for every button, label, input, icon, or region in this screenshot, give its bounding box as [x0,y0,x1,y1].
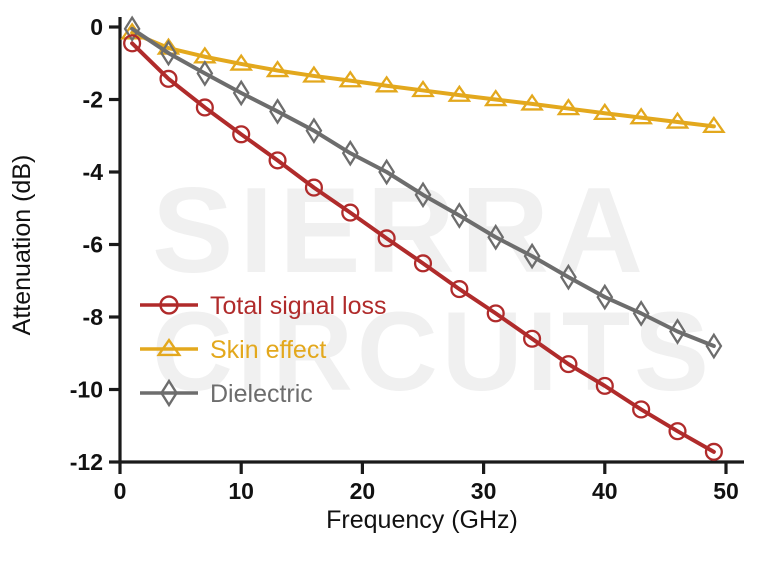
y-axis-tick-label: -6 [83,232,103,258]
series-skin-effect [120,22,726,134]
series-total-signal-loss [123,34,723,461]
data-point-marker [560,263,577,291]
series-line [130,26,716,348]
data-point-marker [374,75,399,93]
data-series-layer [120,15,726,461]
y-axis-tick-label: -10 [70,377,103,403]
data-point-marker [123,15,141,43]
axes: 0 -2 -4 -6 -8 -10 -12 0 10 20 30 40 50 [70,14,744,504]
data-point-marker [341,139,359,167]
data-point-marker [377,229,396,248]
y-axis-tick-label: -4 [83,159,104,185]
data-point-marker [668,422,687,441]
data-point-marker [450,280,469,299]
data-point-marker [632,300,650,327]
data-point-marker [232,125,251,144]
data-point-marker [159,69,178,88]
data-point-marker [486,304,505,323]
data-point-marker [156,337,182,357]
data-point-marker [338,70,363,88]
y-axis-tick-label: 0 [90,14,103,40]
legend-item-label: Total signal loss [210,292,386,320]
data-point-marker [160,39,177,67]
data-point-marker [196,60,214,87]
data-point-marker [629,107,653,125]
data-point-marker [559,355,578,374]
data-point-marker [341,203,360,222]
data-point-marker [523,242,541,270]
data-point-marker [520,93,544,111]
data-point-marker [195,98,214,117]
data-point-marker [705,332,723,360]
x-axis-tick-label: 10 [228,478,254,504]
data-point-marker [268,151,287,170]
series-dielectric [123,15,723,360]
data-point-marker [413,254,433,273]
legend-item-label: Dielectric [210,380,313,408]
watermark: SIERRA CIRCUITS [152,162,709,414]
data-point-marker [159,295,179,315]
data-point-marker [232,79,250,107]
legend-item-label: Skin effect [210,336,326,364]
legend-item-dielectric[interactable]: Dielectric [140,378,313,408]
x-axis-tick-label: 50 [713,478,739,504]
data-point-marker [483,89,508,107]
data-point-marker [596,283,614,311]
data-point-marker [305,117,323,145]
legend-item-skin-effect[interactable]: Skin effect [140,336,326,364]
data-point-marker [269,98,286,125]
data-point-marker [123,34,142,53]
watermark-line-1: SIERRA [152,162,649,298]
chart-legend: Total signal loss Skin effect Dielectric [140,292,386,408]
data-point-marker [595,376,614,395]
data-point-marker [665,111,690,129]
data-point-marker [302,65,326,83]
y-axis-title: Attenuation (dB) [8,155,36,336]
data-point-marker [304,178,323,197]
data-point-marker [669,318,686,345]
data-point-marker [229,53,254,71]
data-point-marker [702,115,726,134]
data-point-marker [704,442,723,461]
x-axis-tick-label: 30 [471,478,497,504]
y-axis-tick-label: -2 [83,87,103,113]
x-axis-tick-label: 0 [114,478,127,504]
data-point-marker [411,80,435,98]
data-point-marker [632,400,651,419]
data-point-marker [450,202,468,229]
data-point-marker [487,223,505,251]
data-point-marker [414,181,432,209]
x-axis-tick-label: 40 [592,478,618,504]
y-axis-tick-label: -12 [70,449,103,475]
x-axis-tick-label: 20 [350,478,376,504]
x-axis-title: Frequency (GHz) [326,506,518,534]
y-axis-tick-label: -8 [83,304,104,330]
legend-item-total-signal-loss[interactable]: Total signal loss [140,292,386,320]
series-line [130,41,716,454]
data-point-marker [378,158,396,186]
series-line [130,30,716,129]
data-point-marker [556,98,581,116]
data-point-marker [447,84,472,102]
data-point-marker [160,378,178,408]
data-point-marker [523,329,542,348]
data-point-marker [592,102,617,120]
data-point-marker [265,60,290,78]
